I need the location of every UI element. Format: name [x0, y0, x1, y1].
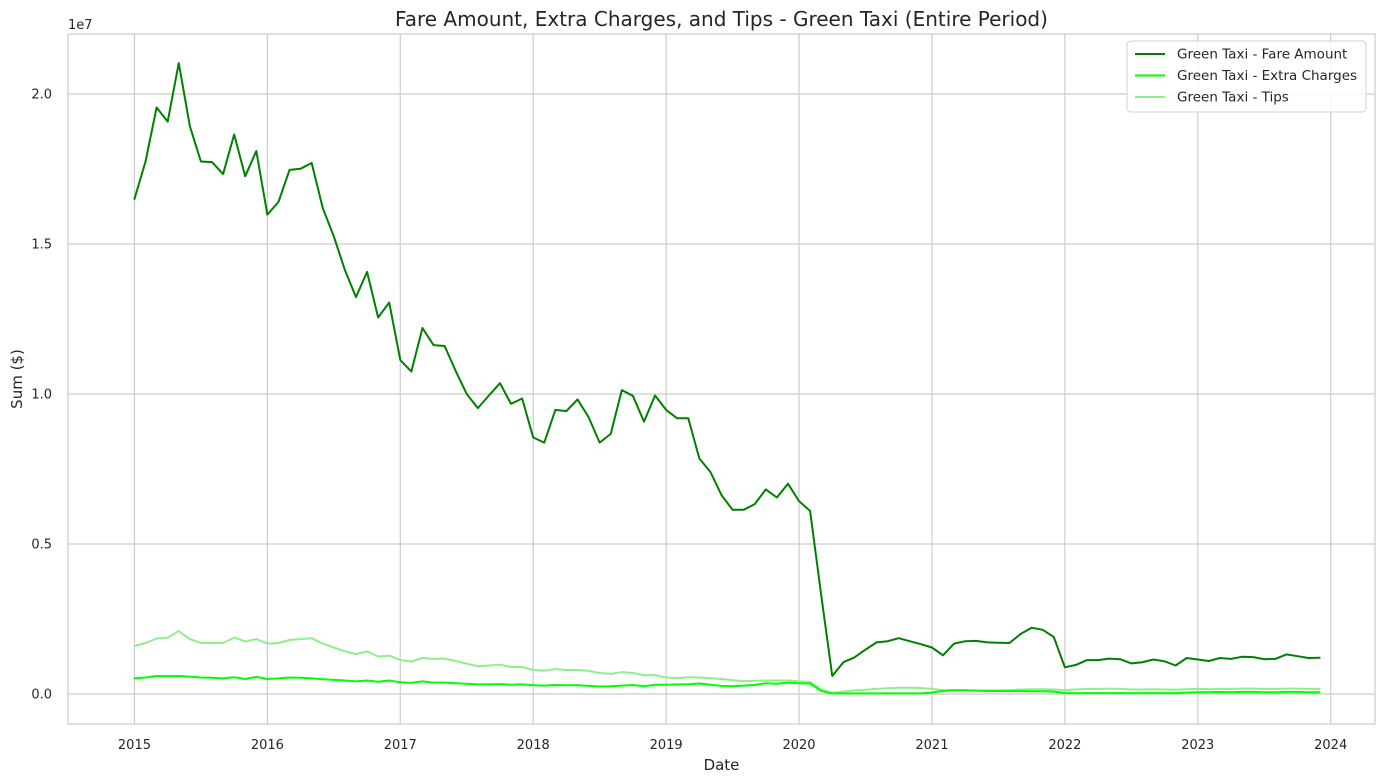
x-tick-label: 2016	[251, 738, 284, 753]
y-tick-label: 0.5	[31, 538, 52, 553]
plot-frame	[67, 33, 1376, 725]
y-tick-label: 2.0	[31, 88, 52, 103]
x-tick-label: 2020	[782, 738, 815, 753]
chart-title: Fare Amount, Extra Charges, and Tips - G…	[395, 7, 1048, 31]
x-tick-label: 2019	[650, 738, 683, 753]
x-tick-label: 2018	[517, 738, 550, 753]
legend-box	[1126, 40, 1367, 113]
x-tick-label: 2015	[118, 738, 151, 753]
x-tick-label: 2023	[1181, 738, 1214, 753]
x-tick-label: 2021	[915, 738, 948, 753]
legend-entry-label: Green Taxi - Fare Amount	[1177, 47, 1347, 63]
plot-area	[68, 34, 1375, 724]
tick-labels: 2015 2016 2017 2018 2019 2020 2021 2022 2023 2024…	[31, 88, 1347, 754]
x-tick-label: 2022	[1048, 738, 1081, 753]
y-offset-label: 1e7	[68, 18, 93, 33]
y-tick-label: 1.5	[31, 238, 52, 253]
series-line-1	[133, 62, 1321, 677]
x-tick-label: 2017	[384, 738, 417, 753]
y-tick-label: 0.0	[31, 688, 52, 703]
x-tick-label: 2024	[1314, 738, 1347, 753]
legend-entry-label: Green Taxi - Extra Charges	[1177, 68, 1357, 84]
y-tick-label: 1.0	[31, 388, 52, 403]
series-lines	[133, 62, 1321, 695]
legend-entry-label: Green Taxi - Tips	[1177, 90, 1289, 106]
legend: Green Taxi - Fare Amount Green Taxi - Ext…	[1126, 40, 1367, 113]
x-axis-label: Date	[704, 756, 740, 774]
series-line-3	[133, 630, 1321, 694]
y-axis-label: Sum ($)	[8, 349, 26, 409]
series-line-2	[133, 675, 1321, 695]
